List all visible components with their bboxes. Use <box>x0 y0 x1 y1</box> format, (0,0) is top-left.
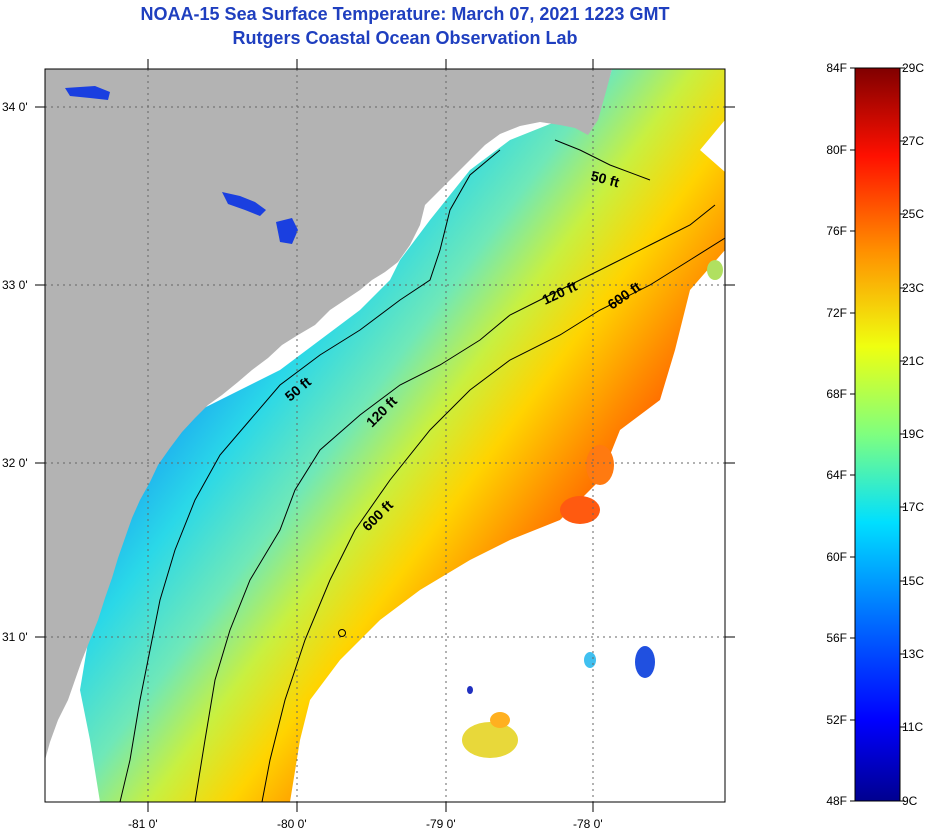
lon-label-80: -80 0' <box>277 817 307 831</box>
cbar-f-48: 48F <box>826 794 847 808</box>
cbar-f-72: 72F <box>826 306 847 320</box>
colorbar-ticks <box>850 67 905 802</box>
map-frame <box>44 68 726 803</box>
sst-offshore-patches <box>462 260 723 758</box>
cbar-f-64: 64F <box>826 468 847 482</box>
land-mass <box>45 69 612 760</box>
cbar-c-25: 25C <box>902 207 924 221</box>
lat-label-31: 31 0' <box>2 630 28 644</box>
map-subtitle: Rutgers Coastal Ocean Observation Lab <box>232 28 578 48</box>
colorbar <box>854 67 901 802</box>
isobath-600ft <box>261 237 725 802</box>
lat-label-34: 34 0' <box>2 100 28 114</box>
cbar-f-68: 68F <box>826 387 847 401</box>
lat-label-33: 33 0' <box>2 278 28 292</box>
map-title: NOAA-15 Sea Surface Temperature: March 0… <box>140 4 670 24</box>
isobath-120ft <box>194 204 716 802</box>
cbar-c-9: 9C <box>902 794 918 808</box>
cbar-f-80: 80F <box>826 143 847 157</box>
cbar-c-19: 19C <box>902 427 924 441</box>
inland-lakes <box>65 86 298 244</box>
lon-label-79: -79 0' <box>426 817 456 831</box>
cbar-c-13: 13C <box>902 647 924 661</box>
cbar-f-60: 60F <box>826 550 847 564</box>
cbar-f-52: 52F <box>826 713 847 727</box>
cbar-f-84: 84F <box>826 61 847 75</box>
lon-label-78: -78 0' <box>573 817 603 831</box>
cbar-c-29: 29C <box>902 61 924 75</box>
cbar-f-76: 76F <box>826 224 847 238</box>
cbar-c-27: 27C <box>902 134 924 148</box>
graticule <box>45 69 725 802</box>
cbar-c-17: 17C <box>902 500 924 514</box>
sst-field <box>80 69 725 802</box>
cbar-f-56: 56F <box>826 631 847 645</box>
axis-ticks <box>35 59 735 812</box>
cbar-c-23: 23C <box>902 281 924 295</box>
isobath-50ft <box>119 139 651 802</box>
contour-label-50ft-north: 50 ft <box>589 167 621 190</box>
station-marker <box>338 629 346 637</box>
cbar-c-11: 11C <box>902 720 923 734</box>
cbar-c-21: 21C <box>902 354 924 368</box>
lat-label-32: 32 0' <box>2 456 28 470</box>
cbar-c-15: 15C <box>902 574 924 588</box>
lon-label-81: -81 0' <box>128 817 158 831</box>
